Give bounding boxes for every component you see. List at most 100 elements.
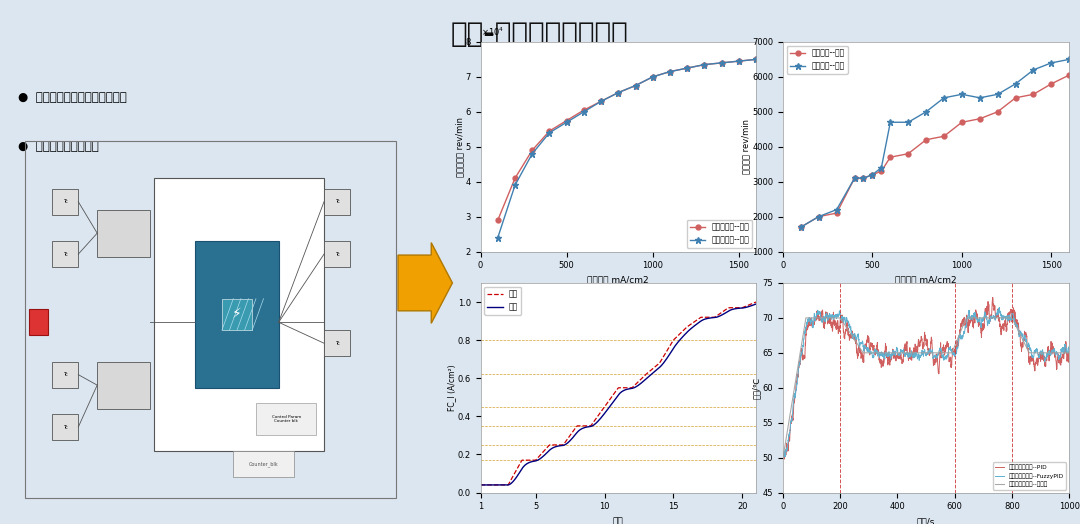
空压机转速--仿真 [491,217,504,223]
电堆水入口温度--设定值 [1054,350,1067,356]
实际 [475,482,488,488]
空压机转速--仿真 [698,61,711,68]
空压机转速--仿真 [578,107,591,113]
水泵转速--实际 [875,165,888,171]
空压机转速--实际 [526,150,539,157]
给定 [474,482,487,488]
电堆水入口温度--设定值 [1063,350,1076,356]
水泵转速--实际 [883,119,896,125]
Text: Control Param
Counter blk: Control Param Counter blk [271,415,301,423]
空压机转速--仿真 [611,90,624,96]
空压机转速--实际 [595,98,608,104]
Text: Counter_blk: Counter_blk [248,461,279,466]
Bar [222,299,253,330]
Bar [52,414,79,440]
空压机转速--仿真 [680,65,693,71]
水泵转速--实际 [920,108,933,115]
实际 [643,373,656,379]
电堆水入口温度--PID [1002,312,1015,319]
空压机转速--实际 [561,119,573,125]
水泵转速--实际 [812,213,825,220]
Y-axis label: FC_I (A/cm²): FC_I (A/cm²) [447,365,456,411]
水泵转速--仿真 [937,133,950,139]
Text: $\times10^4$: $\times10^4$ [481,25,503,38]
空压机转速--实际 [698,61,711,68]
空压机转速--仿真 [629,82,642,89]
空压机转速--实际 [750,56,762,62]
电堆水入口温度--FuzzyPID [792,374,805,380]
实际 [724,307,737,313]
电堆水入口温度--FuzzyPID [1063,343,1076,350]
给定 [638,373,651,379]
Y-axis label: 空压机转速 rev/min: 空压机转速 rev/min [455,117,464,177]
Text: 模型-算法联合虚拟测试: 模型-算法联合虚拟测试 [451,20,629,48]
Text: ●  控制策略及算法开发: ● 控制策略及算法开发 [17,140,98,153]
电堆水入口温度--FuzzyPID [908,354,921,361]
Line: 水泵转速--实际: 水泵转速--实际 [797,56,1072,231]
水泵转速--实际 [795,224,808,230]
电堆水入口温度--设定值 [1002,315,1015,321]
空压机转速--实际 [663,69,676,75]
水泵转速--仿真 [795,224,808,230]
水泵转速--实际 [1027,67,1040,73]
电堆水入口温度--设定值 [799,315,812,321]
给定 [643,368,656,375]
水泵转速--仿真 [858,175,870,181]
空压机转速--实际 [543,129,556,136]
水泵转速--仿真 [902,150,915,157]
Y-axis label: 水泵转速 rev/min: 水泵转速 rev/min [742,119,751,174]
Line: 空压机转速--仿真: 空压机转速--仿真 [496,57,758,223]
X-axis label: 电流密度 mA/cm2: 电流密度 mA/cm2 [588,276,649,285]
Line: 电堆水入口温度--PID: 电堆水入口温度--PID [783,298,1069,459]
Text: Tc: Tc [63,424,67,430]
空压机转速--仿真 [595,98,608,104]
水泵转速--仿真 [875,168,888,174]
水泵转速--仿真 [883,154,896,160]
电堆水入口温度--设定值 [777,454,789,461]
Line: 电堆水入口温度--FuzzyPID: 电堆水入口温度--FuzzyPID [783,308,1069,458]
Bar [324,330,351,356]
空压机转速--仿真 [526,147,539,154]
给定 [475,482,488,488]
Bar [29,309,49,335]
Text: Tc: Tc [335,199,339,204]
水泵转速--实际 [937,95,950,101]
空压机转速--实际 [715,60,728,66]
水泵转速--实际 [1044,60,1057,66]
水泵转速--仿真 [812,213,825,220]
Text: Tc: Tc [335,252,339,257]
水泵转速--实际 [956,91,969,97]
电堆水入口温度--PID [908,350,921,356]
Line: 给定: 给定 [481,302,756,485]
水泵转速--实际 [1009,81,1022,87]
电堆水入口温度--FuzzyPID [916,350,929,356]
空压机转速--仿真 [561,117,573,124]
水泵转速--实际 [1063,56,1076,62]
水泵转速--实际 [831,206,843,213]
Text: Tc: Tc [63,372,67,377]
电堆水入口温度--PID [1063,349,1076,355]
电堆水入口温度--PID [1055,358,1068,365]
给定 [637,374,650,380]
电堆水入口温度--FuzzyPID [777,454,789,461]
Bar [324,189,351,215]
空压机转速--仿真 [543,128,556,134]
Y-axis label: 温度/℃: 温度/℃ [753,377,761,399]
空压机转速--实际 [680,65,693,71]
Bar [154,178,324,451]
Bar [324,241,351,267]
空压机转速--仿真 [663,69,676,75]
水泵转速--实际 [973,95,986,101]
水泵转速--仿真 [866,171,879,178]
X-axis label: 时间: 时间 [613,517,623,524]
空压机转速--实际 [732,58,745,64]
Legend: 空压机转速--仿真, 空压机转速--实际: 空压机转速--仿真, 空压机转速--实际 [687,220,752,248]
电堆水入口温度--PID [778,456,791,462]
电堆水入口温度--PID [777,454,789,461]
电堆水入口温度--PID [916,341,929,347]
Bar [52,189,79,215]
Line: 水泵转速--仿真: 水泵转速--仿真 [798,73,1071,230]
水泵转速--仿真 [848,175,861,181]
电堆水入口温度--设定值 [916,350,929,356]
Text: Tc: Tc [335,341,339,346]
